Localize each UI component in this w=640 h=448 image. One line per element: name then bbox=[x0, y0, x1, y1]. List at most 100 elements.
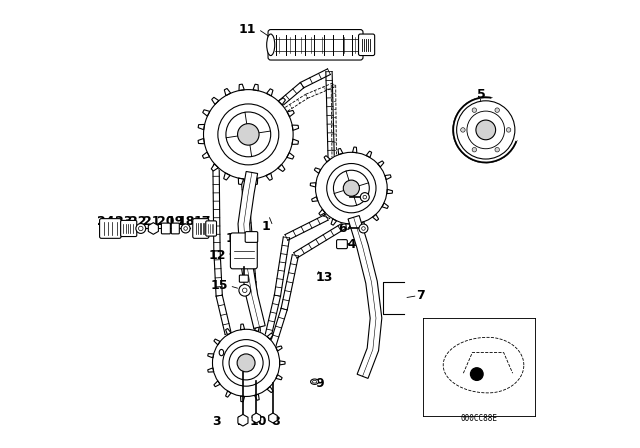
Circle shape bbox=[359, 224, 368, 233]
Circle shape bbox=[333, 170, 369, 206]
Circle shape bbox=[472, 147, 477, 152]
FancyBboxPatch shape bbox=[193, 219, 209, 238]
Text: 7: 7 bbox=[417, 289, 425, 302]
Polygon shape bbox=[276, 375, 282, 380]
Polygon shape bbox=[208, 368, 214, 372]
Circle shape bbox=[506, 128, 511, 132]
Polygon shape bbox=[378, 161, 384, 167]
Text: 8: 8 bbox=[271, 414, 280, 428]
Polygon shape bbox=[280, 361, 285, 365]
Text: 23: 23 bbox=[115, 215, 132, 228]
Text: 16: 16 bbox=[225, 232, 243, 246]
Polygon shape bbox=[353, 147, 357, 153]
Text: 3: 3 bbox=[212, 414, 220, 428]
Circle shape bbox=[237, 124, 259, 145]
Polygon shape bbox=[267, 387, 273, 392]
Text: 15: 15 bbox=[211, 279, 228, 293]
Polygon shape bbox=[214, 381, 220, 387]
Circle shape bbox=[136, 224, 146, 233]
Polygon shape bbox=[387, 190, 392, 194]
Polygon shape bbox=[204, 90, 293, 179]
Text: 21: 21 bbox=[143, 215, 160, 228]
Polygon shape bbox=[366, 151, 372, 158]
Polygon shape bbox=[316, 152, 387, 224]
Polygon shape bbox=[287, 153, 294, 159]
Polygon shape bbox=[202, 152, 209, 159]
Text: 22: 22 bbox=[129, 215, 147, 228]
Polygon shape bbox=[338, 148, 343, 155]
Text: 4: 4 bbox=[220, 132, 228, 146]
Text: 5: 5 bbox=[477, 87, 486, 101]
Polygon shape bbox=[278, 164, 285, 172]
Circle shape bbox=[343, 180, 360, 196]
Polygon shape bbox=[312, 197, 318, 202]
Polygon shape bbox=[255, 394, 259, 401]
Polygon shape bbox=[239, 84, 244, 90]
FancyBboxPatch shape bbox=[245, 232, 258, 242]
Polygon shape bbox=[292, 125, 299, 130]
Polygon shape bbox=[255, 325, 259, 332]
Ellipse shape bbox=[267, 34, 275, 56]
Text: 1: 1 bbox=[262, 220, 271, 233]
FancyBboxPatch shape bbox=[121, 220, 137, 237]
Text: 17: 17 bbox=[193, 215, 211, 228]
Text: 19: 19 bbox=[167, 215, 184, 228]
Circle shape bbox=[237, 354, 255, 372]
Polygon shape bbox=[372, 214, 379, 221]
Circle shape bbox=[476, 120, 495, 140]
Polygon shape bbox=[266, 89, 273, 96]
Polygon shape bbox=[211, 164, 218, 171]
Polygon shape bbox=[319, 209, 325, 215]
Polygon shape bbox=[276, 346, 282, 351]
FancyBboxPatch shape bbox=[358, 34, 374, 56]
Circle shape bbox=[472, 108, 477, 112]
FancyBboxPatch shape bbox=[239, 275, 248, 282]
Polygon shape bbox=[238, 172, 265, 328]
Polygon shape bbox=[252, 178, 258, 185]
Text: 12: 12 bbox=[209, 249, 226, 262]
Circle shape bbox=[360, 193, 369, 202]
Polygon shape bbox=[346, 224, 350, 229]
Text: 6: 6 bbox=[338, 186, 347, 199]
Polygon shape bbox=[287, 110, 294, 117]
Circle shape bbox=[461, 128, 465, 132]
Text: 20: 20 bbox=[157, 215, 174, 228]
Polygon shape bbox=[382, 203, 388, 208]
Text: 10: 10 bbox=[250, 414, 268, 428]
Polygon shape bbox=[208, 353, 214, 358]
Text: 13: 13 bbox=[316, 271, 333, 284]
Circle shape bbox=[495, 108, 499, 112]
Circle shape bbox=[239, 284, 251, 296]
Polygon shape bbox=[198, 125, 205, 130]
FancyBboxPatch shape bbox=[161, 223, 170, 234]
Text: 6: 6 bbox=[338, 222, 347, 235]
FancyBboxPatch shape bbox=[230, 233, 257, 269]
Circle shape bbox=[226, 112, 271, 157]
Polygon shape bbox=[212, 97, 219, 104]
Polygon shape bbox=[225, 391, 231, 397]
Polygon shape bbox=[212, 329, 280, 396]
Circle shape bbox=[220, 337, 272, 389]
Polygon shape bbox=[225, 328, 231, 335]
Polygon shape bbox=[278, 98, 285, 105]
Polygon shape bbox=[253, 84, 259, 91]
Polygon shape bbox=[267, 333, 273, 339]
Polygon shape bbox=[331, 219, 337, 225]
Polygon shape bbox=[314, 168, 321, 173]
Ellipse shape bbox=[219, 349, 224, 356]
Polygon shape bbox=[198, 138, 205, 144]
Polygon shape bbox=[241, 396, 244, 402]
Text: 9: 9 bbox=[316, 376, 324, 390]
Text: 24: 24 bbox=[97, 215, 115, 228]
FancyBboxPatch shape bbox=[337, 240, 348, 249]
Polygon shape bbox=[241, 324, 244, 330]
Polygon shape bbox=[360, 222, 365, 228]
Polygon shape bbox=[292, 139, 298, 144]
Text: 2: 2 bbox=[237, 414, 246, 428]
FancyBboxPatch shape bbox=[172, 223, 179, 234]
Ellipse shape bbox=[310, 379, 319, 384]
Polygon shape bbox=[224, 88, 230, 95]
Circle shape bbox=[470, 368, 483, 380]
Polygon shape bbox=[348, 215, 382, 379]
Text: 11: 11 bbox=[239, 22, 257, 36]
